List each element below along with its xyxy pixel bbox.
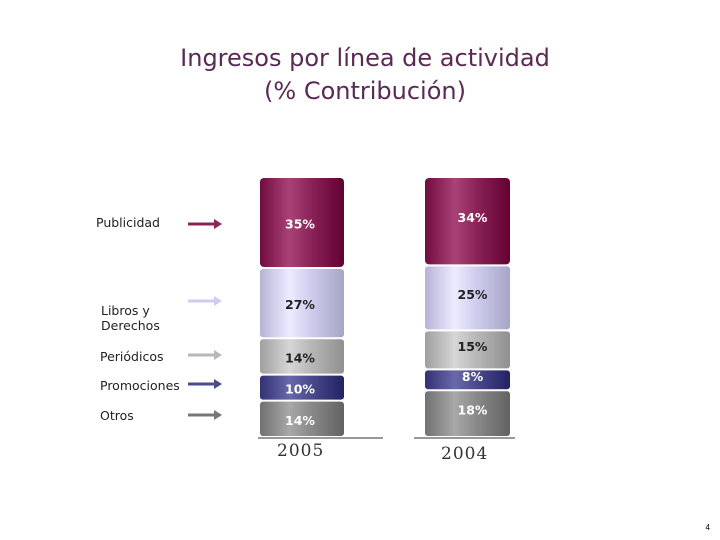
data-label-2004-0: 34% <box>458 210 488 225</box>
x-tick-label-2004: 2004 <box>441 444 489 464</box>
chart-title: Ingresos por línea de actividad (% Contr… <box>0 42 720 108</box>
data-label-2004-2: 15% <box>458 339 488 354</box>
bar-segment-2004-0 <box>425 178 510 265</box>
legend-publicidad: Publicidad <box>96 215 160 230</box>
legend-promociones: Promociones <box>100 378 180 393</box>
bar-segment-2004-2 <box>425 331 510 369</box>
data-label-2005-3: 10% <box>285 382 315 397</box>
chart-subtitle-line-2: (% Contribución) <box>264 77 466 105</box>
bar-segment-2004-4 <box>425 391 510 436</box>
legend-label-otros: Otros <box>100 408 134 423</box>
data-label-2004-3: 8% <box>462 369 484 384</box>
legend-label-publicidad: Publicidad <box>96 215 160 230</box>
legend-label-libros-derechos: Libros y Derechos <box>101 303 160 333</box>
bar-segment-2005-0 <box>260 178 344 267</box>
chart-title-line-1: Ingresos por línea de actividad <box>180 44 550 72</box>
data-label-2005-2: 14% <box>285 350 315 365</box>
bar-segment-2005-2 <box>260 339 344 374</box>
bar-segment-2005-4 <box>260 401 344 436</box>
page-number: 4 <box>705 523 710 532</box>
data-label-2005-1: 27% <box>285 297 315 312</box>
bar-segment-2005-3 <box>260 375 344 400</box>
data-label-2005-0: 35% <box>285 217 315 232</box>
arrow-right-icon <box>188 350 222 360</box>
legend-libros-derechos: Libros y Derechos <box>101 288 160 333</box>
legend-label-periodicos: Periódicos <box>100 349 164 364</box>
arrow-right-icon <box>188 410 222 420</box>
legend-periodicos: Periódicos <box>100 349 163 364</box>
arrow-right-icon <box>188 379 222 389</box>
legend-label-promociones: Promociones <box>100 378 180 393</box>
data-label-2005-4: 14% <box>285 413 315 428</box>
arrow-right-icon <box>188 296 222 306</box>
bar-segment-2005-1 <box>260 269 344 338</box>
bar-segment-2004-3 <box>425 370 510 390</box>
data-label-2004-4: 18% <box>458 403 488 418</box>
arrow-right-icon <box>188 219 222 229</box>
x-tick-label-2005: 2005 <box>277 441 325 461</box>
legend-otros: Otros <box>100 408 134 423</box>
data-label-2004-1: 25% <box>458 287 488 302</box>
bar-segment-2004-1 <box>425 266 510 330</box>
